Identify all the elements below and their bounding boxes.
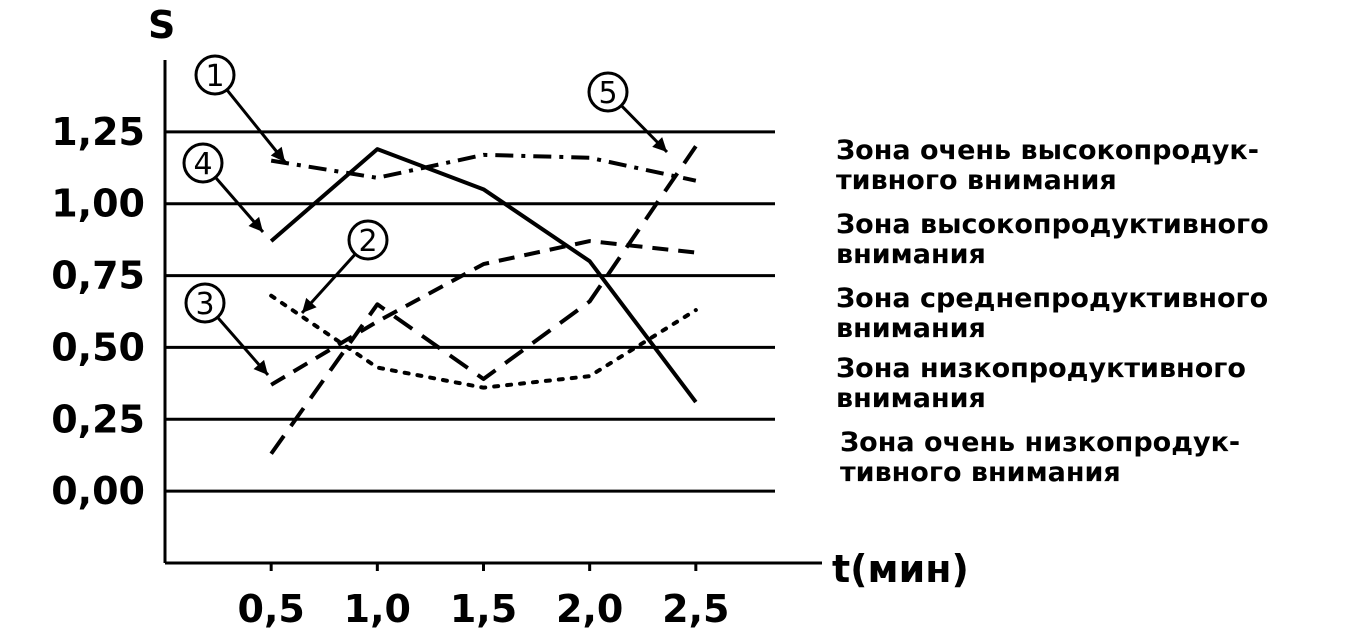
marker-label-4: 4 — [193, 147, 212, 182]
x-tick-label: 0,5 — [238, 587, 305, 631]
y-tick-label: 0,50 — [51, 325, 145, 369]
x-axis-label: t(мин) — [832, 547, 969, 591]
series-line-4 — [269, 147, 698, 404]
y-tick-label: 0,00 — [51, 469, 145, 513]
y-axis-label: S — [148, 3, 175, 47]
marker-label-1: 1 — [205, 59, 224, 94]
marker-label-3: 3 — [195, 287, 214, 322]
zone-label-4-line-2: внимания — [836, 383, 986, 414]
y-tick-label: 0,25 — [51, 397, 145, 441]
x-tick-label: 2,5 — [662, 587, 729, 631]
zone-label-3: Зона среднепродуктивного внимания — [836, 284, 1268, 344]
zone-label-2: Зона высокопродуктивного внимания — [836, 210, 1269, 270]
marker-circle-5 — [587, 71, 629, 113]
marker-arrow-1 — [225, 88, 287, 163]
marker-callouts: 1 2 3 4 5 — [182, 54, 669, 376]
y-tick-label: 1,25 — [51, 110, 145, 154]
zone-label-2-line-1: Зона высокопродуктивного — [836, 209, 1269, 240]
zone-label-5: Зона очень низкопродук- тивного внимания — [840, 428, 1240, 488]
zone-label-1-line-2: тивного внимания — [836, 165, 1117, 196]
series-lines — [269, 145, 698, 455]
marker-arrowhead-2 — [302, 297, 317, 313]
marker-label-2: 2 — [358, 224, 377, 259]
marker-circle-2 — [347, 219, 389, 261]
marker-arrowhead-1 — [270, 146, 285, 162]
x-tick-label: 1,5 — [450, 587, 517, 631]
y-tick-label: 1,00 — [51, 182, 145, 226]
marker-circle-4 — [182, 142, 224, 184]
zone-label-3-line-1: Зона среднепродуктивного — [836, 283, 1269, 314]
zone-label-1-line-1: Зона очень высокопродук- — [836, 135, 1259, 166]
zone-label-5-line-2: тивного внимания — [840, 457, 1121, 488]
x-tick-label: 2,0 — [556, 587, 623, 631]
series-line-2 — [269, 293, 698, 390]
x-tick-label: 1,0 — [344, 587, 411, 631]
zone-label-2-line-2: внимания — [836, 239, 986, 270]
marker-label-5: 5 — [598, 76, 617, 111]
marker-arrowhead-3 — [253, 359, 268, 375]
zone-label-3-line-2: внимания — [836, 313, 986, 344]
axes — [163, 60, 822, 571]
zone-label-5-line-1: Зона очень низкопродук- — [840, 427, 1241, 458]
marker-circle-3 — [184, 282, 226, 324]
series-line-5 — [269, 145, 698, 455]
zone-label-4-line-1: Зона низкопродуктивного — [836, 353, 1246, 384]
marker-arrowhead-4 — [248, 216, 263, 232]
y-tick-label: 0,75 — [51, 254, 145, 298]
marker-arrowhead-5 — [652, 137, 667, 152]
grid-lines — [165, 130, 775, 493]
zone-label-4: Зона низкопродуктивного внимания — [836, 354, 1246, 414]
zone-label-1: Зона очень высокопродук- тивного внимани… — [836, 136, 1259, 196]
series-line-3 — [270, 239, 697, 387]
tick-labels: 0,00 0,25 0,50 0,75 1,00 1,25 0,5 1,0 1,5 2,0 2,5 — [51, 110, 729, 631]
marker-circle-1 — [194, 54, 236, 96]
series-line-1 — [270, 152, 697, 183]
